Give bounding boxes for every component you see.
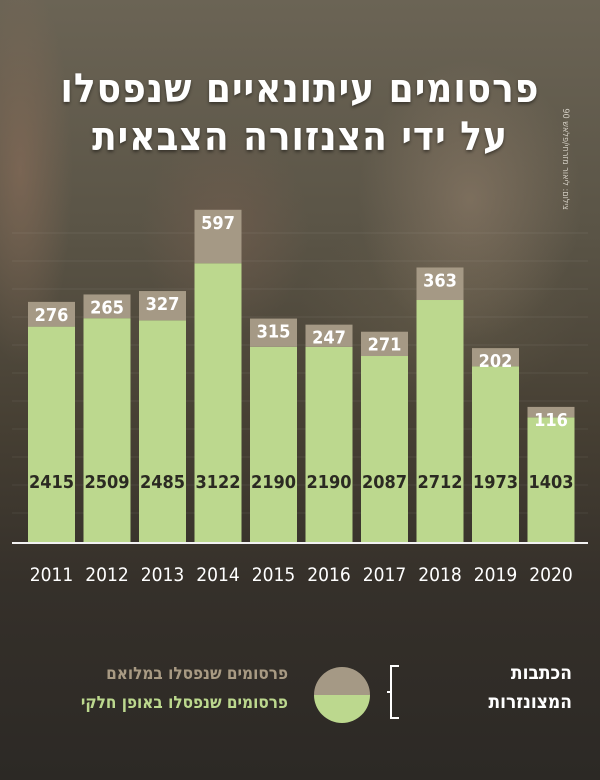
bar-partial-2015 (250, 346, 297, 543)
label-partial-2012: 2509 (84, 472, 129, 493)
label-full-2011: 276 (35, 305, 69, 326)
legend-title-line2: המצונזרות (488, 691, 572, 713)
bar-partial-2019 (472, 366, 519, 543)
x-tick-label-2018: 2018 (418, 564, 462, 586)
bar-partial-2012 (83, 318, 131, 543)
x-tick-label-2014: 2014 (196, 564, 240, 586)
legend-title-line1: הכתבות (510, 662, 572, 684)
bar-full-2012 (83, 294, 131, 319)
label-full-2014: 597 (201, 213, 235, 234)
chart-title-line1: פרסומים עיתונאיים שנפסלו (60, 66, 540, 112)
x-tick-label-2016: 2016 (307, 564, 351, 586)
label-partial-2016: 2190 (306, 472, 351, 493)
label-full-2020: 116 (534, 410, 568, 431)
bar-partial-2020 (527, 417, 575, 543)
label-partial-2011: 2415 (29, 472, 74, 493)
stacked-bar-chart: 276 2415 2011 265 2509 2012 327 2485 2013 597 3122… (12, 209, 588, 586)
label-full-2017: 271 (368, 335, 402, 356)
legend-full-label: פרסומים שנפסלו במלואם (106, 664, 288, 684)
label-partial-2013: 2485 (140, 472, 185, 493)
x-tick-label-2015: 2015 (252, 564, 296, 586)
bar-full-2019 (472, 348, 519, 367)
label-partial-2018: 2712 (417, 472, 462, 493)
x-tick-label-2011: 2011 (30, 564, 74, 586)
bar-full-2011 (28, 301, 75, 327)
bar-full-2013 (139, 291, 186, 321)
label-full-2019: 202 (479, 351, 513, 372)
legend-bracket (387, 665, 399, 719)
bar-full-2020 (527, 406, 575, 418)
bar-full-2014 (194, 209, 242, 264)
bar-full-2015 (250, 318, 297, 347)
label-partial-2019: 1973 (473, 472, 518, 493)
chart-title-line2: על ידי הצנזורה הצבאית (92, 114, 508, 160)
legend-partial-label: פרסומים שנפסלו באופן חלקי (80, 693, 288, 713)
bar-full-2017 (361, 331, 408, 357)
label-full-2012: 265 (90, 297, 124, 318)
label-full-2013: 327 (146, 294, 180, 315)
label-partial-2017: 2087 (362, 472, 407, 493)
bar-partial-2013 (139, 320, 186, 543)
x-tick-label-2013: 2013 (141, 564, 185, 586)
label-full-2015: 315 (257, 322, 291, 343)
x-tick-label-2020: 2020 (529, 564, 573, 586)
x-tick-label-2019: 2019 (474, 564, 518, 586)
bar-partial-2017 (361, 356, 408, 543)
bar-full-2016 (305, 324, 353, 347)
label-full-2016: 247 (312, 328, 346, 349)
bar-partial-2011 (28, 326, 75, 543)
label-full-2018: 363 (423, 270, 457, 291)
bar-full-2018 (416, 267, 464, 301)
bar-partial-2016 (305, 346, 353, 543)
legend-swatch-icon (314, 667, 370, 723)
label-partial-2015: 2190 (251, 472, 296, 493)
label-partial-2014: 3122 (195, 472, 240, 493)
bar-partial-2014 (194, 263, 242, 543)
bar-partial-2018 (416, 300, 464, 543)
x-tick-label-2012: 2012 (85, 564, 129, 586)
label-partial-2020: 1403 (528, 472, 573, 493)
x-tick-label-2017: 2017 (363, 564, 407, 586)
